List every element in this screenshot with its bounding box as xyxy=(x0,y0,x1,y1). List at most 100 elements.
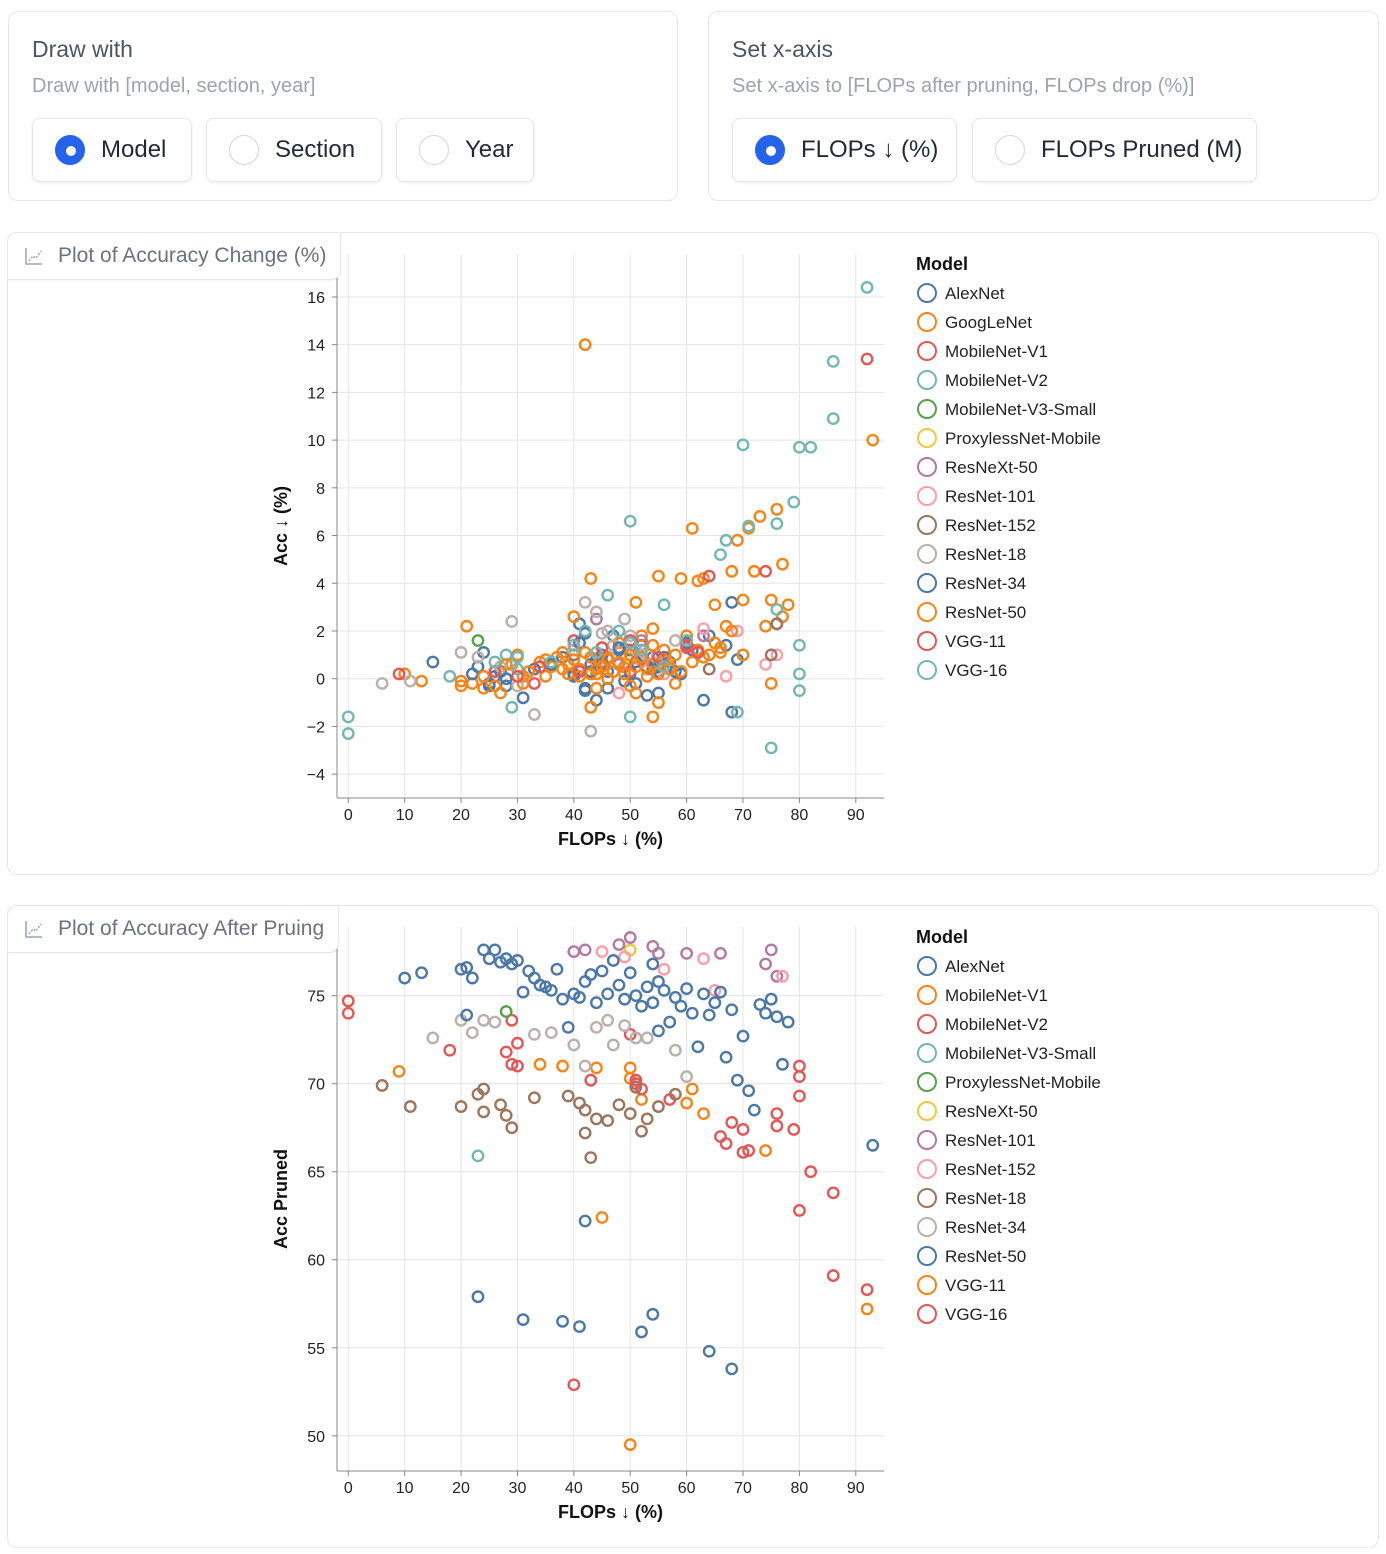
data-point xyxy=(471,1290,485,1304)
legend-item-label: ResNeXt-50 xyxy=(945,458,1038,477)
data-point xyxy=(341,994,355,1008)
data-point xyxy=(612,938,626,952)
radio-flops-pruned[interactable]: FLOPs Pruned (M) xyxy=(972,118,1257,182)
legend-item-label: ResNet-152 xyxy=(945,516,1036,535)
legend-symbol xyxy=(917,457,937,477)
legend-title: Model xyxy=(916,254,968,274)
y-tick-label: 55 xyxy=(307,1341,325,1358)
data-point xyxy=(759,1006,772,1020)
data-point xyxy=(477,1082,491,1096)
data-point xyxy=(595,945,609,959)
data-point xyxy=(573,669,586,683)
legend-item-label: MobileNet-V1 xyxy=(945,342,1048,361)
data-point xyxy=(584,572,598,585)
radio-flops-pruned-label: FLOPs Pruned (M) xyxy=(1041,136,1243,163)
data-point xyxy=(415,674,428,688)
data-point xyxy=(392,667,406,681)
data-point xyxy=(578,943,592,957)
data-point xyxy=(629,660,643,674)
x-tick-label: 0 xyxy=(344,807,353,824)
data-point xyxy=(460,1008,474,1022)
data-points xyxy=(341,281,880,755)
data-point xyxy=(781,598,795,612)
data-point xyxy=(623,1107,637,1121)
data-point xyxy=(725,595,739,609)
data-point xyxy=(567,638,581,652)
data-point xyxy=(657,598,671,612)
data-point xyxy=(612,624,626,638)
data-point xyxy=(590,996,603,1010)
data-point xyxy=(511,650,524,664)
radio-dot-icon[interactable] xyxy=(995,135,1025,165)
radio-dot-icon[interactable] xyxy=(229,135,259,165)
data-point xyxy=(612,655,626,669)
data-point xyxy=(550,962,564,976)
data-point xyxy=(668,648,682,662)
data-point xyxy=(454,679,468,693)
legend-symbol xyxy=(917,1043,937,1063)
data-point xyxy=(793,1089,806,1103)
data-point xyxy=(826,1269,840,1282)
x-tick-label: 40 xyxy=(565,1480,583,1497)
data-point xyxy=(511,1059,524,1073)
data-point xyxy=(781,1015,795,1029)
data-point xyxy=(375,677,389,690)
data-point xyxy=(578,975,592,988)
data-point xyxy=(730,533,744,547)
legend-item-label: AlexNet xyxy=(945,284,1005,303)
legend-symbol xyxy=(917,544,937,564)
radio-dot-icon[interactable] xyxy=(419,135,449,165)
y-tick-label: 50 xyxy=(307,1429,325,1446)
data-point xyxy=(398,971,412,985)
data-point xyxy=(826,1186,840,1200)
data-point xyxy=(770,502,784,516)
data-point xyxy=(640,980,654,994)
data-point xyxy=(623,966,637,980)
data-point xyxy=(573,665,586,678)
radio-year[interactable]: Year xyxy=(396,118,534,182)
data-point xyxy=(742,1144,756,1157)
radio-flops-drop[interactable]: FLOPs ↓ (%) xyxy=(732,118,957,182)
data-point xyxy=(860,281,874,294)
data-point xyxy=(764,992,778,1006)
legend-symbol xyxy=(917,312,937,332)
radio-model[interactable]: Model xyxy=(32,118,192,182)
x-tick-label: 90 xyxy=(847,807,865,824)
data-point xyxy=(714,548,727,562)
data-point xyxy=(736,1123,750,1136)
data-point xyxy=(505,1013,519,1027)
radio-dot-icon[interactable] xyxy=(55,135,85,165)
data-point xyxy=(612,686,626,700)
data-point xyxy=(623,648,637,662)
y-tick-label: 16 xyxy=(307,290,325,307)
data-point xyxy=(702,1008,716,1022)
data-point xyxy=(623,710,637,724)
data-point xyxy=(860,1283,874,1297)
data-point xyxy=(680,638,694,652)
data-point xyxy=(652,1100,665,1113)
data-point xyxy=(573,1320,586,1334)
data-point xyxy=(759,564,772,578)
legend-item-label: ResNet-50 xyxy=(945,603,1026,622)
data-point xyxy=(618,667,631,681)
data-point xyxy=(719,1050,733,1064)
data-point xyxy=(460,619,474,633)
legend-item-label: ResNet-101 xyxy=(945,1131,1036,1150)
data-point xyxy=(759,1144,772,1157)
data-point xyxy=(725,1362,739,1376)
legend-item-label: MobileNet-V3-Small xyxy=(945,1044,1096,1063)
data-point xyxy=(725,624,739,638)
data-point xyxy=(511,669,524,683)
data-point xyxy=(601,987,615,1001)
data-point xyxy=(787,1123,801,1136)
data-point xyxy=(482,952,496,966)
data-point xyxy=(573,991,586,1004)
radio-dot-icon[interactable] xyxy=(755,135,785,165)
radio-section[interactable]: Section xyxy=(206,118,382,182)
legend-item-label: MobileNet-V1 xyxy=(945,986,1048,1005)
data-point xyxy=(522,964,536,978)
data-point xyxy=(674,572,688,585)
radio-section-label: Section xyxy=(275,136,356,163)
data-point xyxy=(516,985,530,999)
data-point xyxy=(866,1138,880,1152)
